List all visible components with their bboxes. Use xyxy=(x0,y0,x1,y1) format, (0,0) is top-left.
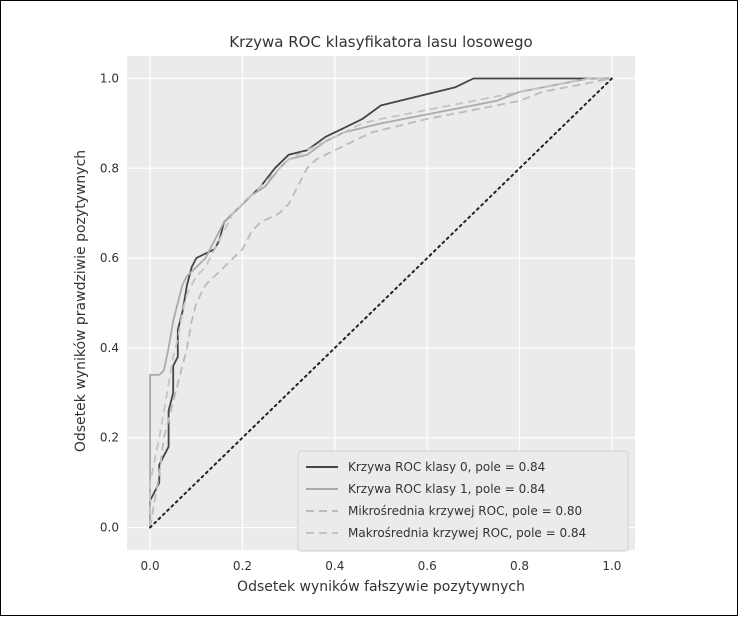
x-tick-label: 0.8 xyxy=(510,559,529,573)
y-tick-label: 0.4 xyxy=(100,341,119,355)
legend-entry: Makrośrednia krzywej ROC, pole = 0.84 xyxy=(348,526,586,540)
y-tick-label: 0.6 xyxy=(100,251,119,265)
x-tick-label: 0.4 xyxy=(325,559,344,573)
y-axis-label: Odsetek wyników prawdziwie pozytywnych xyxy=(73,150,89,452)
legend-box xyxy=(297,450,629,552)
y-tick-label: 1.0 xyxy=(100,71,119,85)
x-tick-label: 1.0 xyxy=(602,559,621,573)
y-tick-label: 0.0 xyxy=(100,521,119,535)
series-line-2 xyxy=(149,77,613,528)
x-tick-label: 0.0 xyxy=(141,559,160,573)
legend-entry: Krzywa ROC klasy 0, pole = 0.84 xyxy=(348,460,545,474)
chance-diagonal-line xyxy=(149,77,613,529)
chart-title: Krzywa ROC klasyfikatora lasu losowego xyxy=(229,33,532,51)
series-line-1 xyxy=(149,77,612,528)
x-tick-label: 0.2 xyxy=(233,559,252,573)
series-line-3 xyxy=(149,77,612,528)
legend: Krzywa ROC klasy 0, pole = 0.84 Krzywa RO… xyxy=(297,450,629,552)
y-tick-label: 0.8 xyxy=(100,161,119,175)
legend-entry: Mikrośrednia krzywej ROC, pole = 0.80 xyxy=(348,504,582,518)
legend-entry: Krzywa ROC klasy 1, pole = 0.84 xyxy=(348,482,545,496)
x-tick-label: 0.6 xyxy=(418,559,437,573)
y-tick-label: 0.2 xyxy=(100,431,119,445)
x-axis-label: Odsetek wyników fałszywie pozytywnych xyxy=(237,579,525,595)
